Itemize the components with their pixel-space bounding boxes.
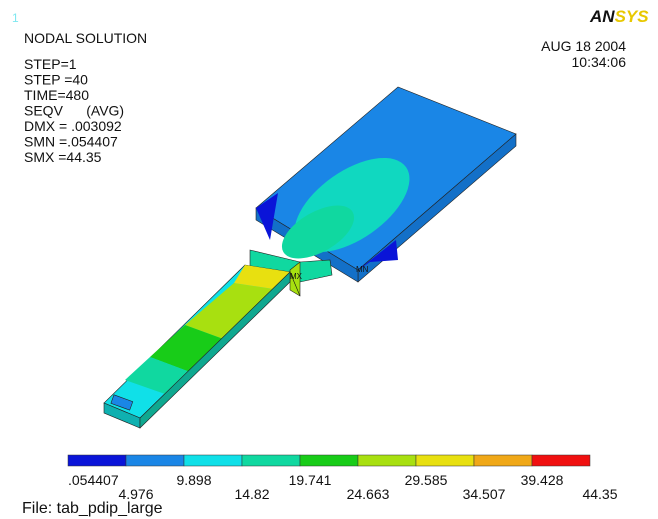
legend-label: 29.585: [405, 472, 448, 488]
legend-swatch: [474, 455, 532, 466]
legend-label: 19.741: [289, 472, 332, 488]
min-marker: MN: [356, 265, 369, 274]
legend-swatch: [358, 455, 416, 466]
header-line: SMN =.054407: [24, 134, 118, 150]
header-line: SEQV (AVG): [24, 103, 124, 119]
model: [104, 87, 516, 428]
legend-swatch: [184, 455, 242, 466]
logo-part: AN: [589, 7, 615, 26]
ansys-window: 1 ANSYS NODAL SOLUTION STEP=1STEP =40TIM…: [0, 0, 658, 519]
header-title: NODAL SOLUTION: [24, 30, 147, 46]
header-line: STEP=1: [24, 56, 77, 72]
legend-label: 44.35: [582, 486, 617, 502]
legend-label: 9.898: [176, 472, 211, 488]
legend-swatch: [242, 455, 300, 466]
legend-label: 34.507: [463, 486, 506, 502]
date: AUG 18 2004: [541, 38, 626, 54]
max-marker: MX: [290, 272, 303, 281]
legend-swatch: [68, 455, 126, 466]
header-line: TIME=480: [24, 87, 89, 103]
legend: .0544074.9769.89814.8219.74124.66329.585…: [68, 455, 618, 502]
file-label: File: tab_pdip_large: [22, 500, 163, 517]
legend-swatch: [300, 455, 358, 466]
legend-swatch: [532, 455, 590, 466]
logo-part: SYS: [615, 7, 650, 26]
legend-label: 39.428: [521, 472, 564, 488]
legend-label: .054407: [68, 472, 119, 488]
logo: ANSYS: [589, 7, 649, 26]
legend-label: 14.82: [234, 486, 269, 502]
header-line: SMX =44.35: [24, 149, 102, 165]
time: 10:34:06: [572, 54, 627, 70]
legend-swatch: [416, 455, 474, 466]
legend-label: 24.663: [347, 486, 390, 502]
legend-swatch: [126, 455, 184, 466]
header-line: DMX = .003092: [24, 118, 122, 134]
header-line: STEP =40: [24, 72, 88, 88]
window-number: 1: [12, 11, 19, 25]
